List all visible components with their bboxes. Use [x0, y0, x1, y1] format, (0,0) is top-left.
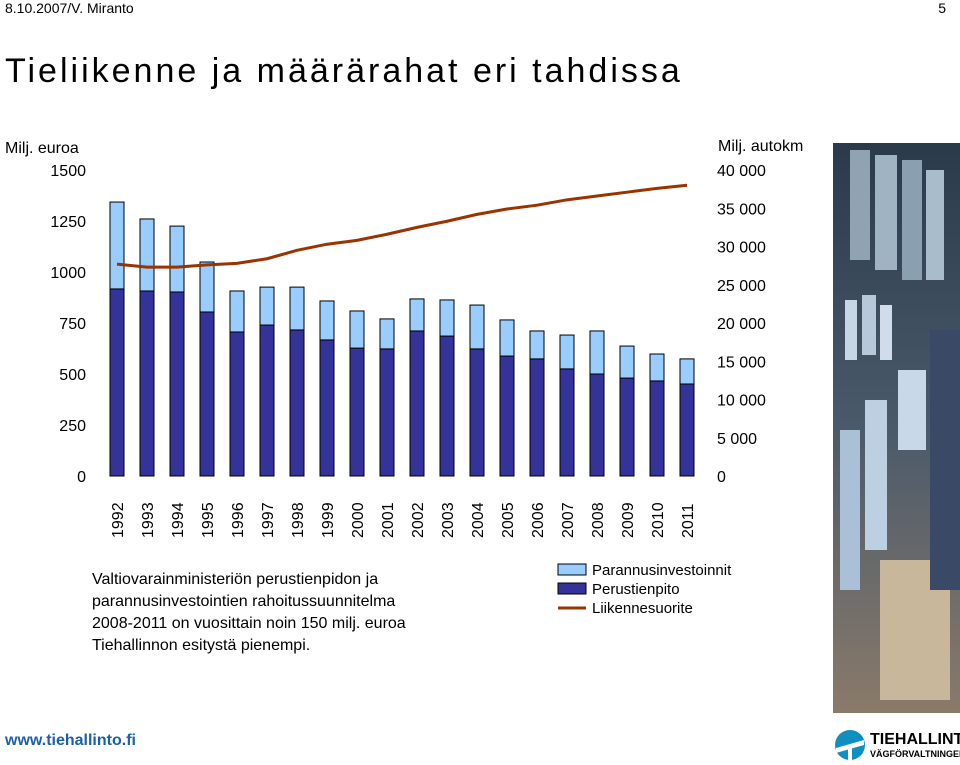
y-tick-label: 500	[59, 367, 86, 384]
y2-axis-label: Milj. autokm	[718, 138, 803, 155]
bar-segment	[469, 348, 485, 477]
bar-segment	[649, 380, 665, 477]
x-tick-label: 2005	[500, 502, 517, 538]
y-tick-label: 250	[59, 418, 86, 435]
note-line: 2008-2011 on vuosittain noin 150 milj. e…	[92, 615, 406, 632]
x-tick-label: 2002	[410, 502, 427, 538]
bar-segment	[169, 225, 185, 293]
bar-segment	[409, 298, 425, 332]
bar-segment	[379, 348, 395, 477]
y2-tick-label: 15 000	[717, 354, 766, 371]
date-author: 8.10.2007/V. Miranto	[5, 0, 134, 16]
bar-segment	[529, 330, 545, 360]
legend-label: Parannusinvestoinnit	[592, 562, 732, 579]
bar-segment	[559, 368, 575, 477]
page-number: 5	[938, 0, 946, 16]
x-tick-label: 2003	[440, 502, 457, 538]
x-tick-label: 1997	[260, 502, 277, 538]
bar-segment	[139, 290, 155, 477]
x-tick-label: 2001	[380, 502, 397, 538]
logo-icon	[835, 730, 865, 760]
bar-segment	[529, 358, 545, 477]
y-tick-label: 0	[77, 469, 86, 486]
bar-segment	[649, 353, 665, 382]
x-tick-label: 2009	[620, 502, 637, 538]
bar-segment	[319, 339, 335, 477]
y2-tick-label: 35 000	[717, 201, 766, 218]
x-tick-label: 2008	[590, 502, 607, 538]
legend-label: Liikennesuorite	[592, 600, 693, 617]
x-tick-label: 2010	[650, 502, 667, 538]
y2-tick-label: 20 000	[717, 316, 766, 333]
x-tick-label: 1992	[110, 502, 127, 538]
bar-segment	[139, 218, 155, 292]
y2-tick-label: 25 000	[717, 278, 766, 295]
slide-title: Tieliikenne ja määrärahat eri tahdissa	[5, 52, 683, 90]
y-tick-label: 750	[59, 316, 86, 333]
bar-segment	[289, 329, 305, 477]
y2-tick-label: 40 000	[717, 163, 766, 180]
x-tick-label: 1996	[230, 502, 247, 538]
bar-segment	[439, 299, 455, 337]
x-tick-label: 1993	[140, 502, 157, 538]
logo-text: TIEHALLINTO	[870, 731, 960, 748]
bar-segment	[619, 377, 635, 477]
bar-segment	[289, 286, 305, 331]
bar-segment	[589, 330, 605, 375]
legend-swatch	[557, 582, 587, 595]
legend-label: Perustienpito	[592, 581, 680, 598]
bar-segment	[109, 288, 125, 477]
bar-segment	[259, 286, 275, 326]
line-series	[116, 183, 688, 269]
x-tick-label: 1999	[320, 502, 337, 538]
bar-segment	[229, 290, 245, 333]
note-line: Tiehallinnon esitystä pienempi.	[92, 637, 310, 654]
x-tick-label: 2000	[350, 502, 367, 538]
bar-segment	[499, 355, 515, 477]
note-line: Valtiovarainministeriön perustienpidon j…	[92, 571, 378, 588]
bar-segment	[169, 291, 185, 477]
y2-tick-label: 0	[717, 469, 726, 486]
bar-segment	[199, 311, 215, 477]
footer-url: www.tiehallinto.fi	[4, 732, 136, 749]
bar-segment	[439, 335, 455, 477]
logo-subtext: VÄGFÖRVALTNINGEN	[870, 749, 960, 759]
x-tick-label: 1995	[200, 502, 217, 538]
y2-tick-label: 5 000	[717, 431, 757, 448]
x-tick-label: 2004	[470, 502, 487, 538]
bar-segment	[109, 201, 125, 290]
bar-segment	[349, 347, 365, 477]
bar-segment	[259, 324, 275, 477]
bar-segment	[559, 334, 575, 370]
bar-segment	[409, 330, 425, 477]
bar-segment	[499, 319, 515, 357]
note-line: parannusinvestointien rahoitussuunnitelm…	[92, 593, 395, 610]
bar-segment	[349, 310, 365, 349]
bar-segment	[589, 373, 605, 477]
x-tick-label: 2006	[530, 502, 547, 538]
control-room-photo	[833, 143, 960, 713]
y2-tick-label: 30 000	[717, 240, 766, 257]
x-tick-label: 1994	[170, 502, 187, 538]
bar-segment	[679, 383, 695, 477]
y-tick-label: 1500	[50, 163, 86, 180]
y-tick-label: 1250	[50, 214, 86, 231]
x-tick-label: 2007	[560, 502, 577, 538]
bar-segment	[319, 300, 335, 341]
x-tick-label: 1998	[290, 502, 307, 538]
y-tick-label: 1000	[50, 265, 86, 282]
bar-segment	[199, 261, 215, 313]
legend-swatch	[557, 563, 587, 576]
y2-tick-label: 10 000	[717, 393, 766, 410]
bar-segment	[469, 304, 485, 350]
bar-segment	[379, 318, 395, 350]
y-axis-label: Milj. euroa	[5, 140, 79, 157]
bar-segment	[679, 358, 695, 385]
bar-segment	[619, 345, 635, 379]
x-tick-label: 2011	[680, 503, 697, 538]
bar-segment	[229, 331, 245, 477]
